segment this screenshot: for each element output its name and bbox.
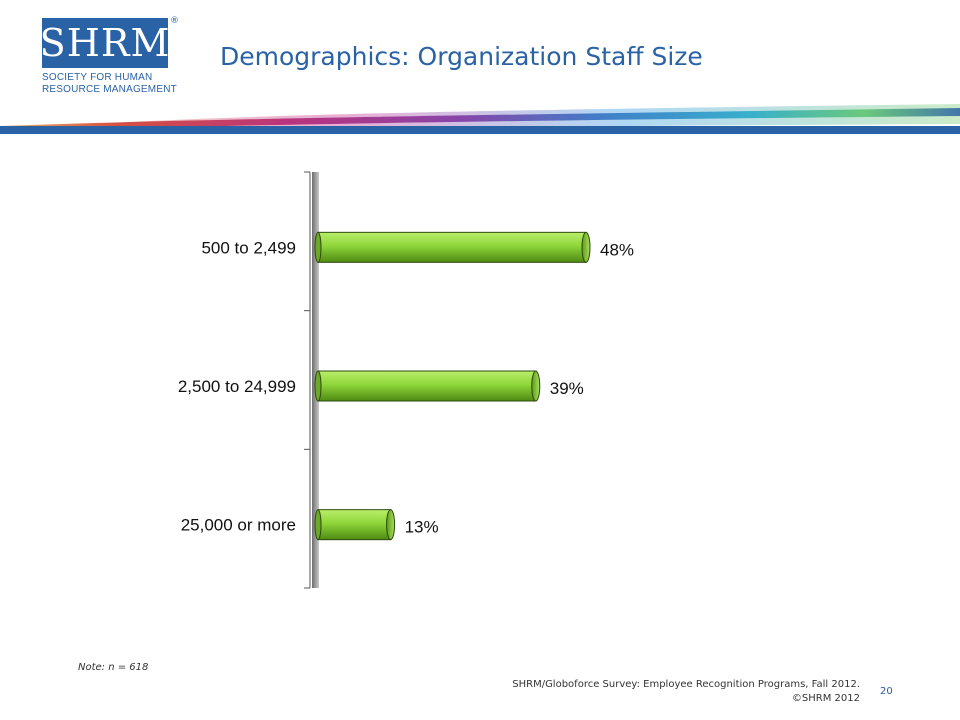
sample-size-note: Note: n = 618 <box>78 662 149 673</box>
bar-end-cap <box>386 509 396 541</box>
category-label: 500 to 2,499 <box>201 238 296 257</box>
logo-registered-mark: ® <box>170 16 179 26</box>
bar-end-cap <box>531 370 541 402</box>
slide-title: Demographics: Organization Staff Size <box>220 42 703 71</box>
bar <box>317 370 537 402</box>
source-citation: SHRM/Globoforce Survey: Employee Recogni… <box>512 678 860 706</box>
bar-start-cap <box>314 509 322 541</box>
source-line-copyright: ©SHRM 2012 <box>791 693 860 704</box>
page-number: 20 <box>880 686 893 697</box>
bar <box>317 231 587 263</box>
shrm-logo: SHRM ® SOCIETY FOR HUMAN RESOURCE MANAGE… <box>40 16 180 100</box>
source-line-survey: SHRM/Globoforce Survey: Employee Recogni… <box>512 679 860 690</box>
value-label: 48% <box>600 240 634 259</box>
bar <box>317 509 392 541</box>
logo-tagline-line1: SOCIETY FOR HUMAN <box>42 72 153 83</box>
value-label: 13% <box>405 518 439 537</box>
bar-start-cap <box>314 370 322 402</box>
logo-wordmark: SHRM <box>40 18 169 68</box>
category-label: 25,000 or more <box>181 516 296 535</box>
header-swoosh-banner <box>0 104 960 134</box>
category-label: 2,500 to 24,999 <box>178 377 296 396</box>
bar-end-cap <box>581 231 591 263</box>
value-label: 39% <box>550 379 584 398</box>
logo-tagline-line2: RESOURCE MANAGEMENT <box>42 84 177 95</box>
logo-tagline: SOCIETY FOR HUMAN RESOURCE MANAGEMENT <box>42 72 180 96</box>
chart-plot-area: 500 to 2,499 48% 2,500 to 24,999 39% 25,000 … <box>178 171 634 589</box>
bar-start-cap <box>314 231 322 263</box>
